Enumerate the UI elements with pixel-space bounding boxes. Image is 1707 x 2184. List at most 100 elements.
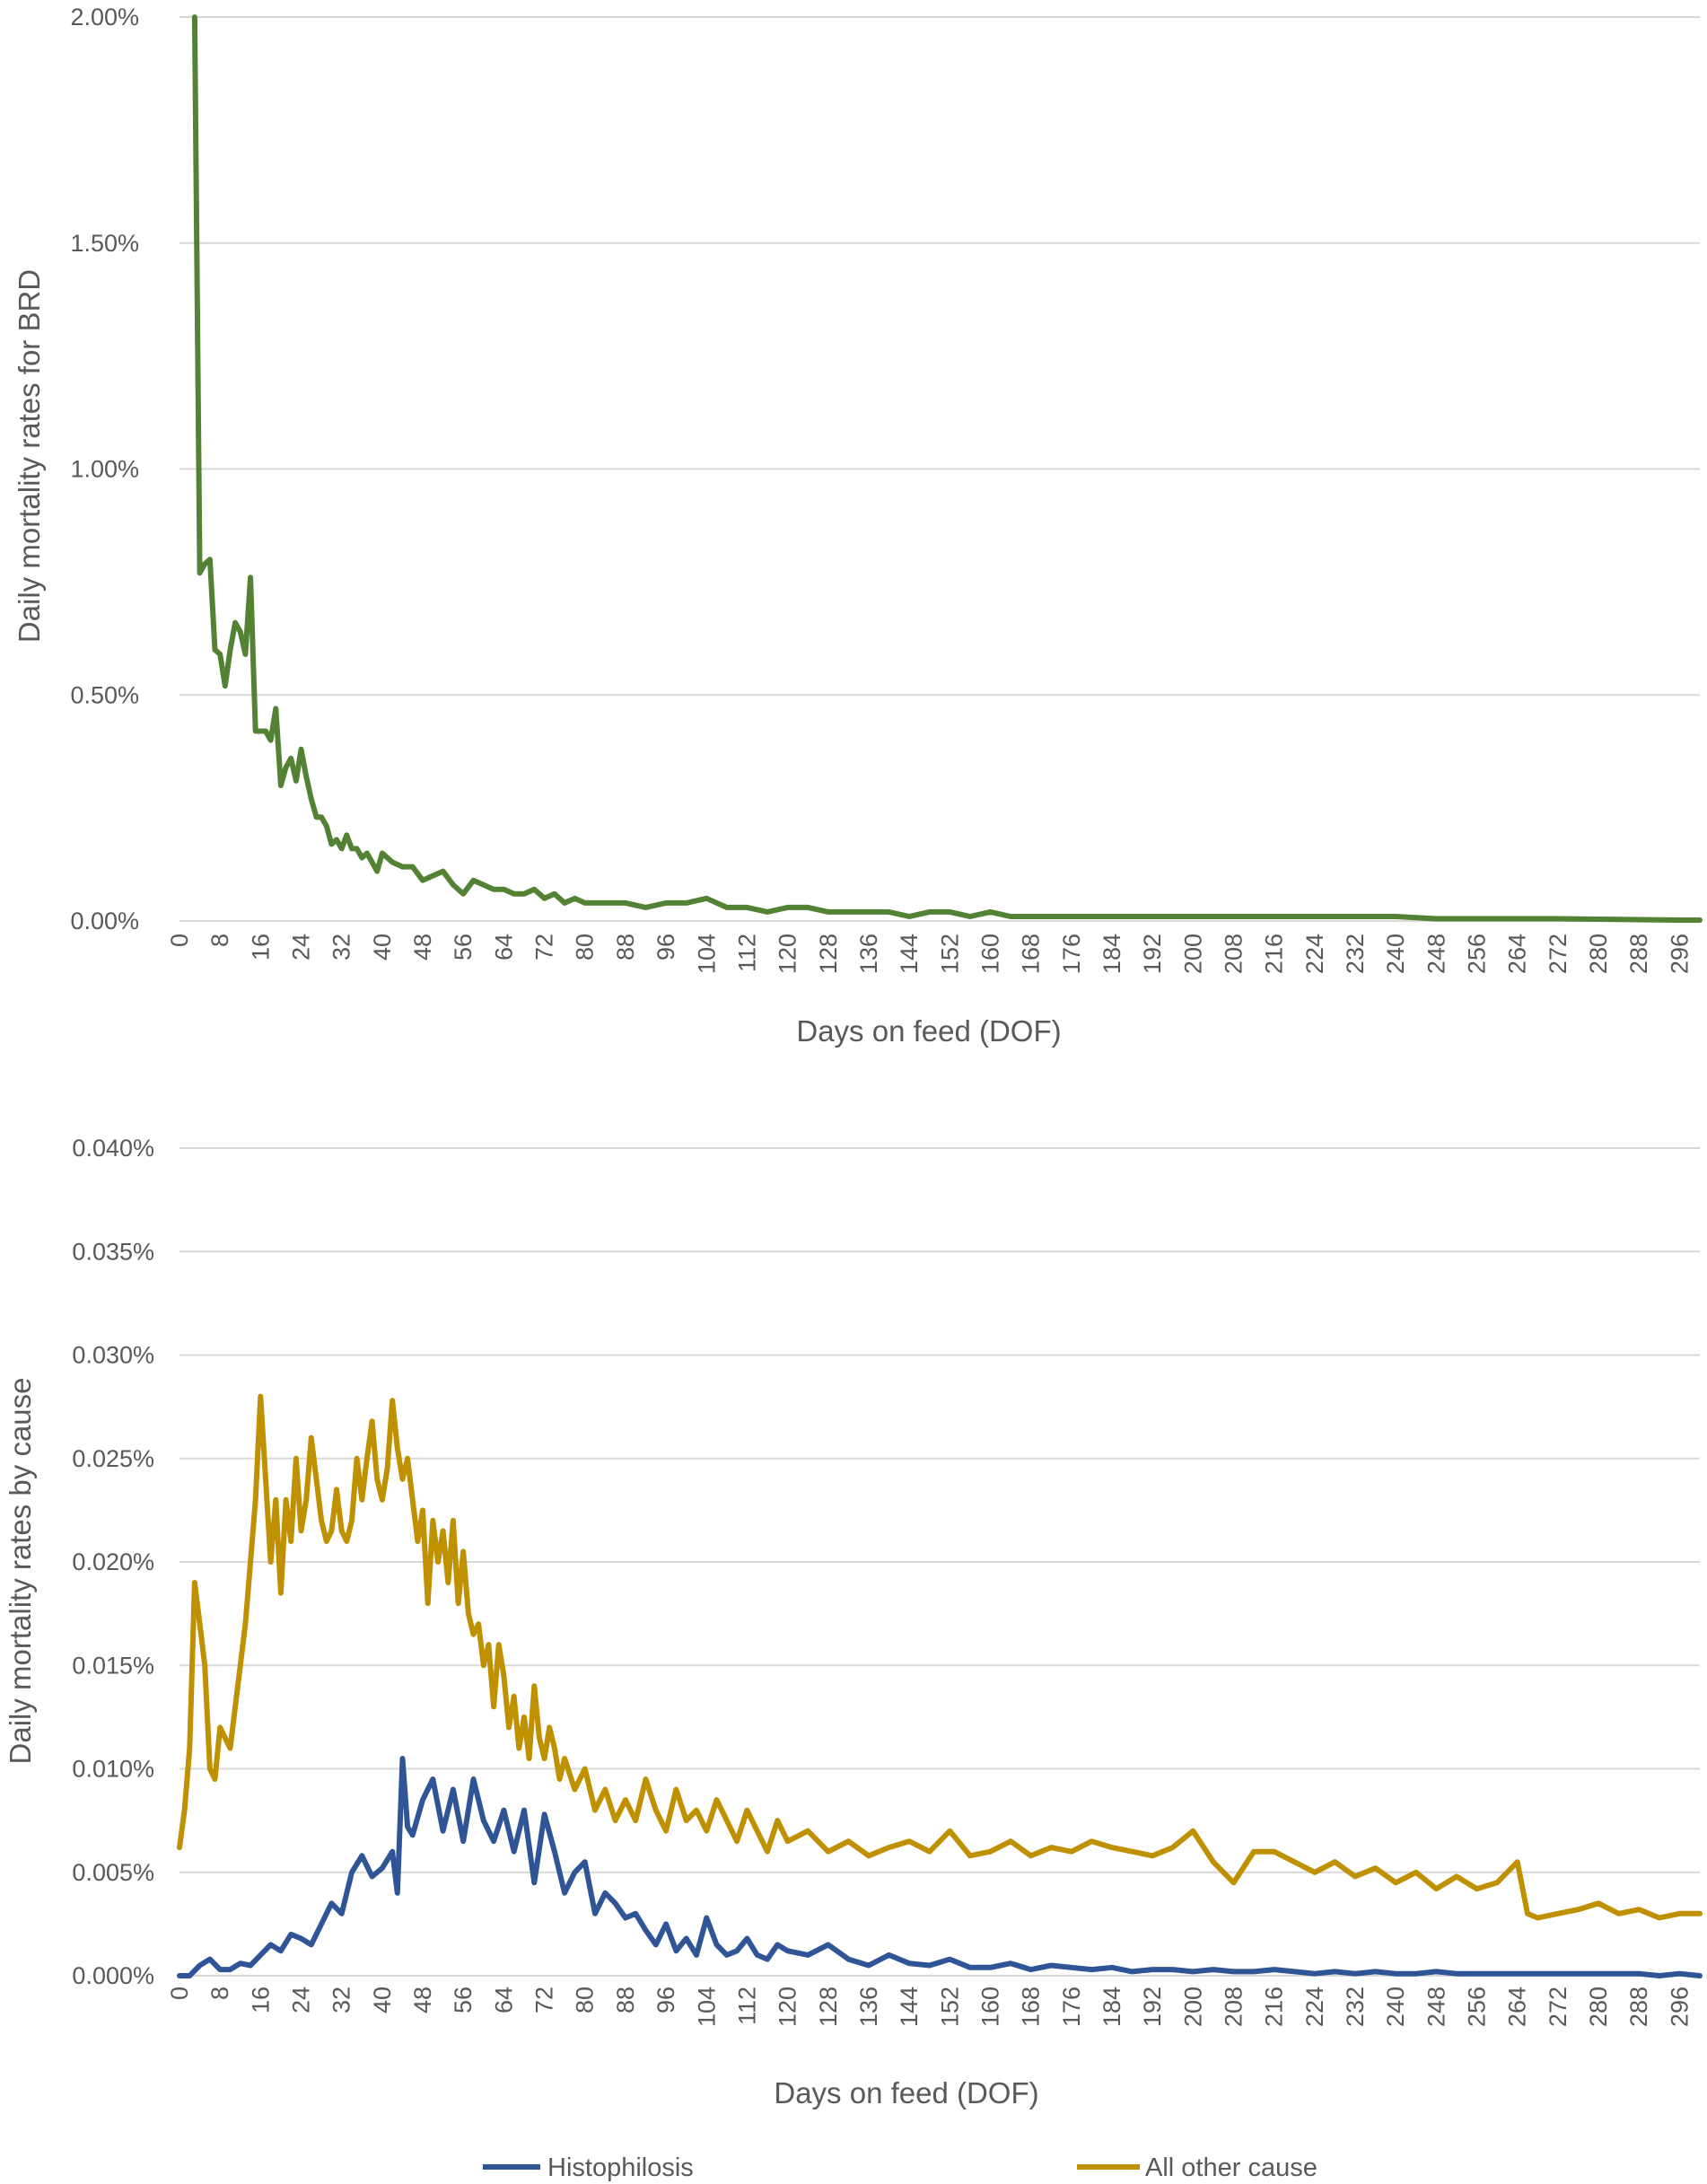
x-tick-label: 176 <box>1058 934 1085 974</box>
x-tick-label: 48 <box>409 934 436 960</box>
legend-label-histophilosis: Histophilosis <box>547 2153 694 2182</box>
chart-brd-xticks: 0 8 16 24 32 40 48 56 64 72 80 88 96 104 112 120 128 136 1… <box>166 934 1693 974</box>
x-tick-label: 24 <box>288 934 315 960</box>
x-tick-label: 128 <box>815 1987 842 2027</box>
x-tick-label: 0 <box>166 1987 193 2000</box>
chart-brd: 0.00% 0.50% 1.00% 1.50% 2.00% 0 8 16 24 32 40 48 56… <box>13 4 1703 1048</box>
x-tick-label: 216 <box>1261 934 1288 974</box>
y-tick-label: 0.040% <box>72 1135 154 1162</box>
x-tick-label: 56 <box>450 1987 477 2013</box>
x-tick-label: 208 <box>1221 934 1247 974</box>
x-tick-label: 120 <box>775 934 801 974</box>
x-tick-label: 96 <box>652 1987 679 2013</box>
chart-cause-grid <box>179 1147 1700 1977</box>
x-tick-label: 240 <box>1382 1987 1409 2027</box>
y-tick-label: 0.030% <box>72 1342 154 1369</box>
x-tick-label: 40 <box>369 934 396 960</box>
x-tick-label: 192 <box>1139 1987 1166 2027</box>
x-tick-label: 184 <box>1099 934 1125 974</box>
chart-brd-yticks: 0.00% 0.50% 1.00% 1.50% 2.00% <box>70 4 139 934</box>
y-tick-label: 0.020% <box>72 1548 154 1575</box>
x-tick-label: 168 <box>1018 934 1045 974</box>
chart-cause: 0.000% 0.005% 0.010% 0.015% 0.020% 0.025% 0.03… <box>4 1135 1703 2182</box>
x-tick-label: 136 <box>855 934 882 974</box>
y-tick-label: 0.025% <box>72 1445 154 1472</box>
x-tick-label: 272 <box>1545 1987 1571 2027</box>
x-tick-label: 136 <box>855 1987 882 2027</box>
x-tick-label: 192 <box>1139 934 1166 974</box>
chart-cause-xlabel: Days on feed (DOF) <box>774 2076 1038 2109</box>
x-tick-label: 248 <box>1422 934 1449 974</box>
x-tick-label: 152 <box>936 1987 963 2027</box>
x-tick-label: 112 <box>733 934 760 972</box>
x-tick-label: 80 <box>572 934 599 960</box>
x-tick-label: 248 <box>1422 1987 1449 2027</box>
x-tick-label: 72 <box>531 1987 558 2013</box>
x-tick-label: 88 <box>612 934 639 960</box>
x-tick-label: 200 <box>1179 1987 1206 2027</box>
y-tick-label: 0.00% <box>70 908 139 934</box>
x-tick-label: 104 <box>693 934 720 974</box>
x-tick-label: 48 <box>409 1987 436 2013</box>
x-tick-label: 32 <box>328 934 355 960</box>
x-tick-label: 32 <box>328 1987 355 2013</box>
chart-brd-ylabel: Daily mortality rates for BRD <box>13 269 46 643</box>
x-tick-label: 40 <box>369 1987 396 2013</box>
x-tick-label: 296 <box>1666 1987 1693 2027</box>
x-tick-label: 112 <box>733 1987 760 2025</box>
x-tick-label: 72 <box>531 934 558 960</box>
x-tick-label: 232 <box>1342 1987 1369 2027</box>
x-tick-label: 16 <box>247 1987 274 2013</box>
x-tick-label: 264 <box>1504 934 1531 974</box>
x-tick-label: 240 <box>1382 934 1409 974</box>
chart-cause-ylabel: Daily mortality rates by cause <box>4 1378 37 1765</box>
x-tick-label: 296 <box>1666 934 1693 974</box>
chart-brd-xlabel: Days on feed (DOF) <box>796 1014 1061 1048</box>
x-tick-label: 168 <box>1018 1987 1045 2027</box>
x-tick-label: 176 <box>1058 1987 1085 2027</box>
y-tick-label: 1.50% <box>70 230 139 257</box>
series-line-brd-rate <box>191 14 1703 923</box>
x-tick-label: 144 <box>896 934 923 974</box>
y-tick-label: 1.00% <box>70 456 139 483</box>
chart-cause-yticks: 0.000% 0.005% 0.010% 0.015% 0.020% 0.025% 0.03… <box>72 1135 154 1989</box>
chart-brd-grid <box>179 16 1700 922</box>
x-tick-label: 160 <box>976 1987 1003 2027</box>
x-tick-label: 216 <box>1261 1987 1288 2027</box>
x-tick-label: 80 <box>572 1987 599 2013</box>
x-tick-label: 184 <box>1099 1987 1125 2027</box>
x-tick-label: 256 <box>1464 1987 1491 2027</box>
y-tick-label: 0.50% <box>70 681 139 708</box>
x-tick-label: 232 <box>1342 934 1369 974</box>
x-tick-label: 208 <box>1221 1987 1247 2027</box>
y-tick-label: 2.00% <box>70 4 139 31</box>
x-tick-label: 256 <box>1464 934 1491 974</box>
x-tick-label: 288 <box>1625 934 1652 974</box>
x-tick-label: 160 <box>976 934 1003 974</box>
x-tick-label: 224 <box>1301 934 1328 974</box>
x-tick-label: 120 <box>775 1987 801 2027</box>
x-tick-label: 144 <box>896 1987 923 2027</box>
y-tick-label: 0.015% <box>72 1652 154 1679</box>
x-tick-label: 0 <box>166 934 193 947</box>
x-tick-label: 272 <box>1545 934 1571 974</box>
x-tick-label: 280 <box>1585 1987 1612 2027</box>
legend: Histophilosis All other cause <box>483 2153 1317 2182</box>
x-tick-label: 88 <box>612 1987 639 2013</box>
series-line-histophilosis <box>177 1756 1703 1978</box>
x-tick-label: 200 <box>1179 934 1206 974</box>
x-tick-label: 264 <box>1504 1987 1531 2027</box>
x-tick-label: 8 <box>206 1987 233 2000</box>
x-tick-label: 280 <box>1585 934 1612 974</box>
x-tick-label: 16 <box>247 934 274 960</box>
y-tick-label: 0.010% <box>72 1756 154 1783</box>
x-tick-label: 288 <box>1625 1987 1652 2027</box>
x-tick-label: 104 <box>693 1987 720 2027</box>
chart-cause-series <box>177 1393 1703 1978</box>
x-tick-label: 8 <box>206 934 233 947</box>
y-tick-label: 0.035% <box>72 1238 154 1265</box>
x-tick-label: 64 <box>490 934 517 960</box>
x-tick-label: 128 <box>815 934 842 974</box>
y-tick-label: 0.005% <box>72 1859 154 1886</box>
